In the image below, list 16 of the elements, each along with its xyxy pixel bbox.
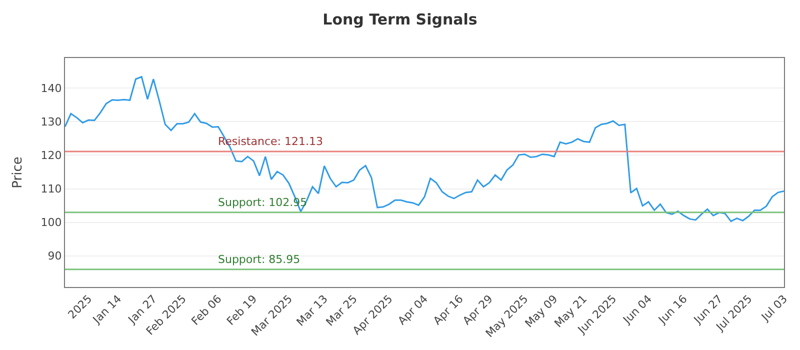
x-tick-label: Apr 04 [395, 292, 431, 328]
chart-title: Long Term Signals [322, 10, 478, 28]
y-tick-label: 130 [40, 116, 62, 129]
x-tick-label: Jan 14 [90, 292, 124, 327]
y-tick-label: 110 [40, 182, 62, 196]
y-tick-label: 90 [48, 250, 62, 263]
line-series [65, 76, 784, 222]
x-tick-label: Jul 03 [758, 292, 790, 324]
x-tick-label: Jun 16 [655, 292, 690, 327]
x-tick-label: Jun 04 [620, 292, 654, 327]
x-tick-label: Feb 06 [188, 292, 224, 328]
y-tick-label: 120 [40, 149, 62, 162]
y-axis-title: Price [10, 156, 26, 188]
ref-line-label: Support: 85.95 [218, 253, 300, 266]
y-tick-label: 140 [40, 82, 62, 96]
y-tick-label: 100 [40, 216, 62, 230]
